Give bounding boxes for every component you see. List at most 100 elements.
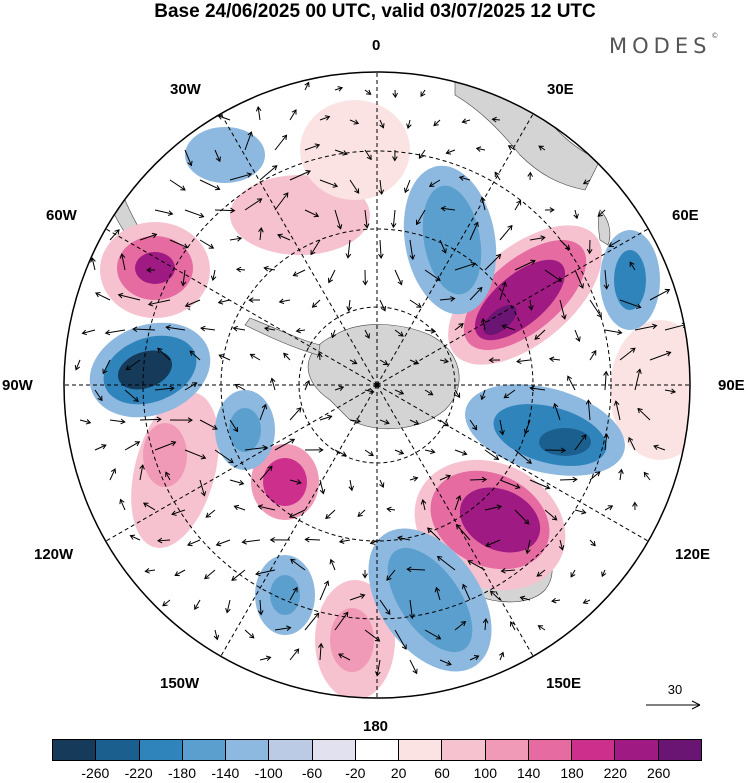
wind-arrow [392,209,396,228]
wind-arrow [293,269,306,277]
wind-arrow [349,179,360,194]
wind-arrow [567,375,576,391]
wind-arrow [102,359,111,374]
wind-arrow-head [613,400,620,406]
wind-arrow [328,269,336,283]
wind-arrow [589,471,601,481]
wind-arrow [422,499,426,511]
wind-arrow-head [225,608,231,614]
wind-arrow-head [549,207,555,213]
wind-arrow-head [295,327,302,334]
wind-arrow [319,643,322,661]
wind-arrow [130,535,141,541]
wind-arrow-head [643,471,649,478]
wind-arrow [214,209,235,212]
wind-arrow-head [378,253,384,259]
wind-arrow [494,172,501,181]
colorbar-swatch [572,740,616,760]
map-boundary [63,71,691,699]
wind-arrow-head [540,235,546,241]
anomaly-positive [135,252,175,284]
wind-arrow-head [369,388,375,394]
wind-arrow-head [345,253,352,259]
wind-arrow-head [392,156,398,162]
wind-arrow [348,299,351,311]
wind-arrow [364,89,372,95]
wind-arrow [379,179,383,195]
wind-arrow-head [450,296,456,302]
wind-arrow [467,560,486,571]
wind-arrow-head [318,642,324,649]
wind-arrow-head [416,219,421,226]
wind-arrow-head [117,292,124,299]
wind-arrow-head [470,261,477,268]
wind-arrow-head [524,519,530,525]
wind-arrow [514,260,536,271]
wind-arrow [126,359,141,371]
wind-arrow-head [314,612,320,618]
wind-arrow [604,371,607,391]
wind-arrow [629,261,636,271]
wind-arrow-head [357,511,363,517]
wind-arrow [502,325,516,331]
wind-arrow [379,119,384,128]
reference-vector-label: 30 [667,682,683,697]
wind-arrow [409,599,413,619]
wind-arrow-head [336,224,343,230]
wind-arrow [259,599,262,615]
wind-arrow-head [558,545,565,551]
wind-arrow [424,329,436,332]
wind-arrow-head [353,119,360,125]
wind-arrow [154,209,173,215]
wind-arrow [615,401,621,421]
wind-arrow-head [270,377,276,384]
wind-arrow-head [493,454,500,460]
wind-arrow [439,359,449,363]
wind-arrow [583,179,591,185]
wind-arrow [334,209,342,229]
wind-arrow [194,599,201,610]
wind-arrow [274,438,295,451]
wind-arrow-head [119,498,125,505]
wind-arrow [583,599,591,604]
wind-arrow [274,134,287,151]
anomaly-positive [300,100,410,200]
wind-arrow-head [133,396,139,403]
wind-arrow [184,382,197,391]
wind-arrow-head [324,115,331,121]
wind-arrow-head [398,331,404,337]
wind-arrow-head [325,513,331,520]
wind-arrow-head [403,187,410,194]
wind-arrow-head [567,375,573,381]
lon-label-30e: 30E [547,81,574,98]
wind-arrow [394,389,404,395]
colorbar-tick-label: 260 [646,765,671,781]
wind-arrow-head [435,275,441,281]
wind-arrow-head [369,539,376,545]
colorbar-tick-label: -60 [301,765,323,781]
wind-arrow-head [435,634,442,640]
wind-arrow [264,267,276,271]
wind-arrow [229,237,242,241]
wind-arrow [118,294,141,301]
wind-arrow-head [499,429,505,436]
wind-arrow [439,475,451,481]
wind-arrow-head [526,458,532,464]
wind-arrow-head [212,424,218,430]
wind-arrow-head [267,465,273,471]
wind-arrow-head [187,417,193,423]
wind-arrow-head [595,471,601,477]
wind-arrow [664,389,676,393]
wind-arrow-head [283,192,289,198]
wind-arrow-head [553,402,559,409]
wind-arrow [529,236,545,241]
wind-arrow [174,569,186,576]
wind-arrow [379,359,388,365]
wind-arrow [120,499,126,511]
wind-arrow [310,239,321,255]
colorbar-tick-label: -180 [167,765,197,781]
wind-arrow [469,655,479,661]
wind-arrow [492,118,501,121]
wind-arrow [79,419,91,424]
wind-arrow-head [142,502,149,508]
